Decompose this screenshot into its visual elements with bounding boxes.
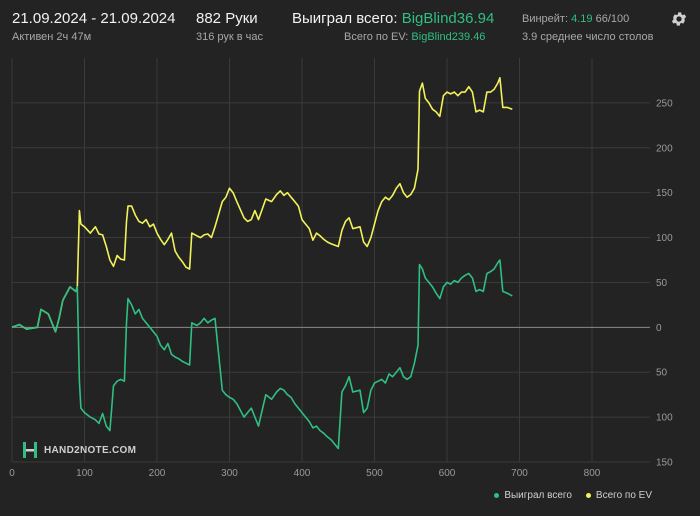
logo-text: HAND2NOTE.COM <box>44 444 137 456</box>
x-tick-label: 300 <box>221 468 238 479</box>
date-range: 21.09.2024 - 21.09.2024 <box>12 10 176 27</box>
chart-legend: Выиграл всего Всего по EV <box>494 490 652 501</box>
y-tick-label: 150 <box>656 188 673 199</box>
x-tick-label: 700 <box>511 468 528 479</box>
hand2note-logo: HAND2NOTE.COM <box>22 441 136 459</box>
hands-count: 882 Руки <box>196 10 258 27</box>
y-tick-label: 100 <box>656 413 673 424</box>
gear-icon[interactable] <box>670 10 688 28</box>
legend-item-won[interactable]: Выиграл всего <box>494 490 572 501</box>
x-tick-label: 400 <box>294 468 311 479</box>
y-tick-label: 50 <box>656 278 668 289</box>
series-line-won <box>11 259 513 450</box>
ev-total: Всего по EV: BigBlind239.46 <box>344 31 485 43</box>
x-tick-label: 600 <box>439 468 456 479</box>
y-tick-label: 250 <box>656 98 673 109</box>
legend-item-ev[interactable]: Всего по EV <box>585 490 652 501</box>
legend-dot-won <box>494 493 500 498</box>
x-tick-label: 200 <box>149 468 166 479</box>
avg-tables: 3.9 среднее число столов <box>522 31 654 43</box>
winrate-rest: 66/100 <box>595 13 630 25</box>
stats-header: 21.09.2024 - 21.09.2024 Активен 2ч 47м 8… <box>0 0 700 50</box>
hand2note-logo-icon <box>23 442 37 458</box>
winrate-value: 4.19 <box>571 13 593 25</box>
y-tick-label: 0 <box>656 323 662 334</box>
y-tick-label: 150 <box>656 458 673 469</box>
active-time: Активен 2ч 47м <box>12 31 92 43</box>
won-total-value: BigBlind36.94 <box>401 10 495 27</box>
series-line-ev <box>11 77 513 333</box>
ev-total-value: BigBlind239.46 <box>411 31 486 43</box>
x-tick-label: 100 <box>76 468 93 479</box>
legend-label-won: Выиграл всего <box>504 490 572 501</box>
x-tick-label: 0 <box>9 468 15 479</box>
y-tick-label: 100 <box>656 233 673 244</box>
legend-label-ev: Всего по EV <box>595 490 652 501</box>
winrate-label: Винрейт: <box>522 13 569 25</box>
y-tick-label: 50 <box>656 368 668 379</box>
x-tick-label: 500 <box>366 468 383 479</box>
won-total-label: Выиграл всего: <box>292 10 398 27</box>
hands-per-hour: 316 рук в час <box>196 31 264 43</box>
ev-total-label: Всего по EV: <box>344 31 409 43</box>
x-tick-label: 800 <box>584 468 601 479</box>
legend-dot-ev <box>585 493 591 498</box>
winrate: Винрейт: 4.19 66/100 <box>522 13 629 25</box>
won-total: Выиграл всего: BigBlind36.94 <box>292 10 494 27</box>
y-tick-label: 200 <box>656 143 673 154</box>
